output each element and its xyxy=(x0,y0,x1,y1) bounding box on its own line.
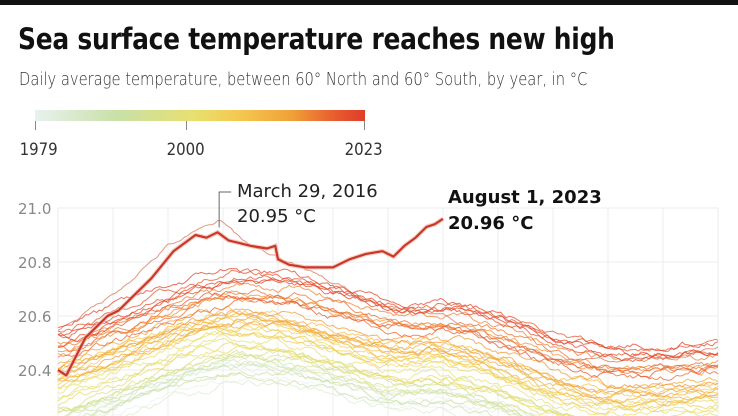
y-tick-label: 20.8 xyxy=(18,254,51,272)
year-line-2008 xyxy=(57,314,719,397)
year-line-1990 xyxy=(57,352,535,416)
year-line-2000 xyxy=(57,326,719,415)
annotation-2023-value: 20.96 °C xyxy=(448,213,533,234)
year-line-1984 xyxy=(65,358,528,416)
year-line-2006 xyxy=(57,319,719,404)
year-line-2017 xyxy=(57,292,719,379)
y-tick-label: 20.4 xyxy=(18,362,51,380)
annotations: March 29, 2016 20.95 °C August 1, 2023 20.9… xyxy=(218,181,602,234)
y-tick-label: 20.6 xyxy=(18,308,51,326)
year-line-1988 xyxy=(57,349,571,416)
year-line-2014 xyxy=(57,289,719,371)
year-line-2001 xyxy=(57,316,719,402)
top-rule xyxy=(0,0,738,5)
y-tick-label: 21.0 xyxy=(18,200,51,218)
year-line-2003 xyxy=(57,305,719,393)
year-line-2009 xyxy=(57,308,719,390)
year-line-1991 xyxy=(57,353,523,416)
annotation-leader-2016 xyxy=(218,191,232,228)
legend-label-2023: 2023 xyxy=(344,140,383,160)
annotation-2016-value: 20.95 °C xyxy=(237,206,316,227)
legend-tick-start xyxy=(35,121,36,130)
year-line-2021 xyxy=(57,277,719,363)
year-line-2022 xyxy=(57,268,719,352)
year-line-1982 xyxy=(120,379,469,416)
year-line-2015 xyxy=(57,296,719,382)
highlight-line-group xyxy=(56,216,445,379)
legend-tick-end xyxy=(364,121,365,130)
year-line-1987 xyxy=(87,369,523,416)
legend-color-scale xyxy=(35,110,365,121)
year-line-1994 xyxy=(57,330,719,414)
chart-subtitle: Daily average temperature, between 60° N… xyxy=(19,70,588,90)
year-line-2004 xyxy=(57,319,719,408)
year-line-2018 xyxy=(57,268,719,352)
annotation-2016-date: March 29, 2016 xyxy=(237,181,378,202)
legend-label-1979: 1979 xyxy=(19,140,58,160)
year-line-1979 xyxy=(103,375,485,416)
year-line-2023 xyxy=(57,217,444,377)
year-line-1981 xyxy=(84,357,549,416)
legend-label-2000: 2000 xyxy=(166,140,205,160)
annotation-2023-date: August 1, 2023 xyxy=(448,187,602,208)
year-line-1996 xyxy=(57,341,559,416)
y-axis: 20.4 20.6 20.8 21.0 xyxy=(18,200,51,380)
year-line-2011 xyxy=(57,293,719,372)
background-year-lines xyxy=(57,219,719,416)
legend-tick-mid xyxy=(186,121,187,130)
chart-title: Sea surface temperature reaches new high xyxy=(18,22,615,56)
year-line-1993 xyxy=(57,330,719,416)
year-line-1999 xyxy=(57,325,719,407)
year-line-1995 xyxy=(57,344,573,416)
